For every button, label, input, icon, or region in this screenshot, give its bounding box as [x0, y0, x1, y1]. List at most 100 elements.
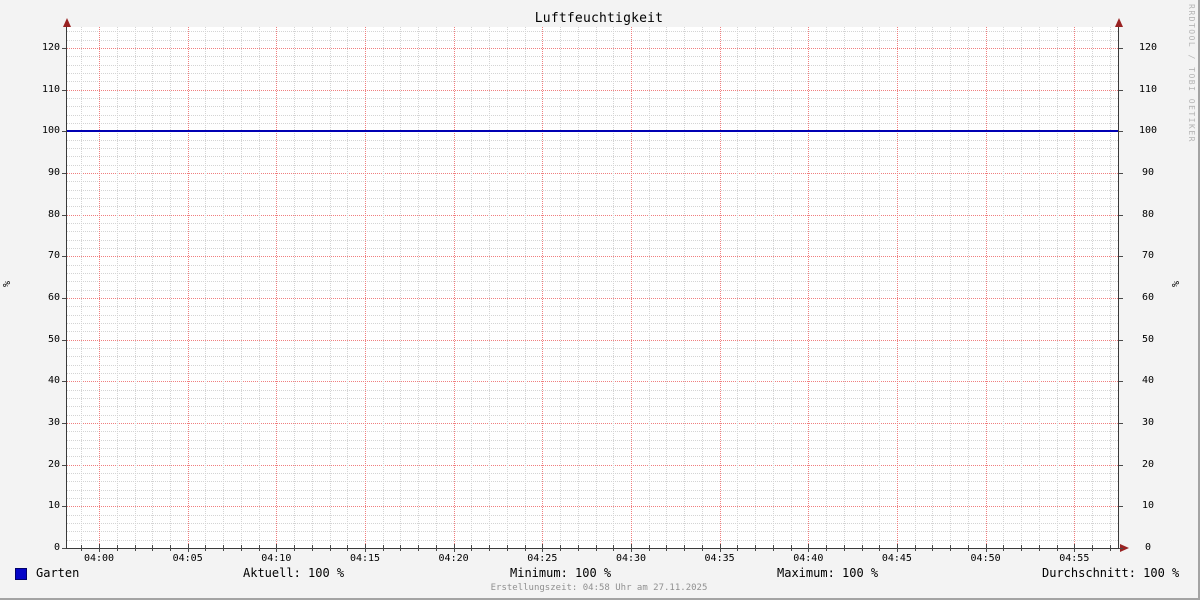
gridline-v-minor [489, 27, 491, 548]
gridline-v-minor [772, 27, 774, 548]
gridline-h-minor [66, 272, 1118, 274]
gridline-v-minor [950, 27, 952, 548]
gridline-h-major [66, 423, 1118, 424]
y-axis-label-left: 80 [47, 208, 60, 220]
stat-maximum-label: Maximum: [777, 566, 835, 580]
x-axis-tick-label: 04:10 [261, 553, 292, 564]
gridline-h-minor [66, 106, 1118, 108]
gridline-h-minor [66, 398, 1118, 399]
gridline-h-minor [66, 39, 1118, 41]
legend-color-swatch [15, 568, 27, 580]
stat-aktuell: Aktuell: 100 % [243, 567, 344, 580]
gridline-v-minor [560, 27, 561, 548]
y-axis-label-right: 80 [1141, 208, 1155, 220]
y-axis-tick-right [1119, 256, 1123, 258]
gridline-v-minor [701, 27, 703, 548]
gridline-v-major [542, 27, 544, 548]
gridline-v-minor [347, 27, 349, 548]
gridline-v-minor [790, 27, 792, 548]
series-line-garten [66, 130, 1118, 133]
y-axis-label-right: 0 [1144, 542, 1152, 553]
gridline-v-minor [666, 27, 668, 548]
gridline-v-minor [1003, 27, 1005, 548]
gridline-h-minor [66, 81, 1118, 83]
y-axis-tick-right [1119, 214, 1123, 216]
y-axis-label-left: 120 [41, 41, 60, 53]
y-axis-label-left: 90 [47, 166, 60, 178]
gridline-h-minor [66, 347, 1118, 349]
y-axis-label-right: 70 [1141, 250, 1155, 262]
gridline-h-major [66, 89, 1118, 91]
gridline-v-major [719, 27, 721, 548]
gridline-v-minor [595, 27, 597, 548]
x-axis-tick-label: 04:55 [1059, 553, 1090, 564]
stat-minimum-label: Minimum: [510, 566, 568, 580]
gridline-v-minor [223, 27, 225, 548]
gridline-h-major [66, 381, 1118, 383]
y-axis-tick-right [1119, 423, 1123, 424]
gridline-v-minor [577, 27, 579, 548]
gridline-h-minor [66, 356, 1118, 358]
y-axis-label-left: 110 [41, 83, 60, 95]
gridline-h-minor [66, 448, 1118, 449]
gridline-v-minor [240, 27, 242, 548]
gridline-h-minor [66, 231, 1118, 233]
gridline-h-minor [66, 264, 1118, 266]
gridline-v-minor [1056, 27, 1058, 548]
gridline-h-minor [66, 372, 1118, 374]
y-axis-label-left: 100 [41, 125, 60, 137]
y-axis-tick-right [1119, 47, 1123, 49]
gridline-h-minor [66, 222, 1118, 224]
gridline-v-major [365, 27, 366, 548]
gridline-h-minor [66, 481, 1118, 483]
gridline-h-major [66, 297, 1118, 299]
y-axis-right-line [1118, 26, 1119, 548]
gridline-v-minor [755, 27, 757, 548]
gridline-v-minor [524, 27, 526, 548]
y-axis-label-right: 90 [1141, 166, 1155, 178]
gridline-h-minor [66, 289, 1118, 291]
gridline-v-minor [914, 27, 916, 548]
gridline-h-major [66, 214, 1118, 216]
x-axis-tick-label: 04:50 [970, 553, 1001, 564]
gridline-h-minor [66, 306, 1118, 308]
gridline-h-minor [66, 389, 1118, 391]
y-axis-tick-right [1119, 464, 1123, 466]
gridline-h-minor [66, 473, 1118, 474]
y-axis-label-right: 30 [1141, 417, 1155, 428]
stat-durchschnitt: Durchschnitt: 100 % [1042, 567, 1179, 580]
gridline-v-minor [329, 27, 331, 548]
gridline-h-minor [66, 114, 1118, 116]
gridline-v-minor [435, 27, 437, 548]
y-axis-label-left: 20 [47, 458, 60, 470]
gridline-v-major [808, 27, 810, 548]
gridline-h-minor [66, 239, 1118, 241]
gridline-h-minor [66, 531, 1118, 533]
gridline-v-minor [471, 27, 473, 548]
gridline-h-minor [66, 489, 1118, 491]
stat-minimum-value: 100 % [575, 566, 612, 580]
gridline-v-minor [967, 27, 969, 548]
gridline-v-minor [932, 27, 934, 548]
y-axis-tick-right [1119, 339, 1123, 341]
gridline-h-minor [66, 414, 1118, 416]
x-axis-tick-label: 04:00 [83, 553, 115, 564]
gridline-h-minor [66, 189, 1118, 191]
gridline-v-major [276, 27, 278, 548]
gridline-h-minor [66, 139, 1118, 141]
y-axis-tick-right [1119, 172, 1123, 174]
gridline-v-minor [294, 27, 296, 548]
y-axis-tick-right [1119, 506, 1123, 508]
gridline-h-minor [66, 364, 1118, 366]
y-axis-label-left: 70 [47, 250, 60, 262]
creation-timestamp: Erstellungszeit: 04:58 Uhr am 27.11.2025 [490, 583, 708, 593]
gridline-h-minor [66, 247, 1118, 249]
x-axis-tick-label: 04:25 [527, 553, 558, 564]
gridline-h-major [66, 47, 1118, 49]
stat-minimum: Minimum: 100 % [510, 567, 611, 580]
gridline-v-minor [382, 27, 384, 548]
gridline-v-major [985, 27, 987, 548]
gridline-v-minor [506, 27, 508, 548]
plot-area [66, 27, 1118, 548]
